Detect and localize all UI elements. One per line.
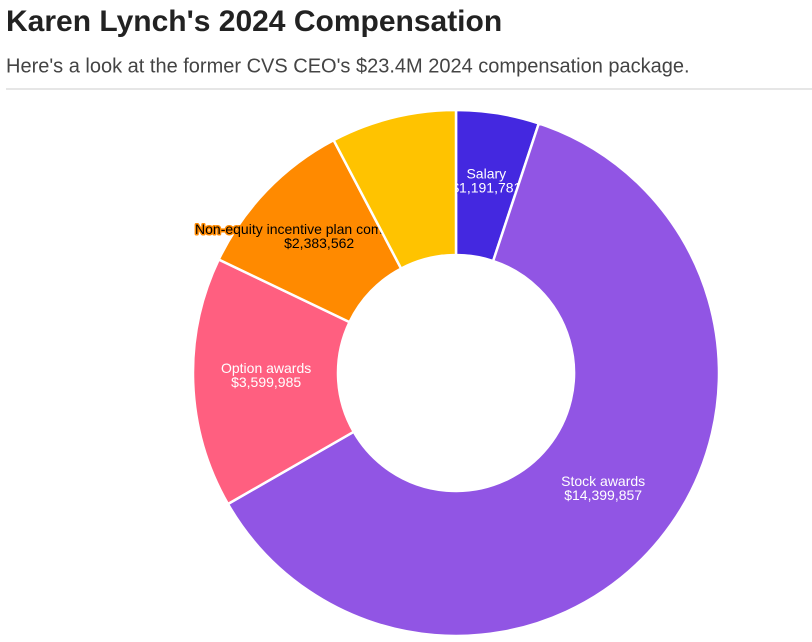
value-label: $14,399,857 xyxy=(564,487,642,503)
slice xyxy=(226,121,721,638)
value-label: $3,599,985 xyxy=(231,374,301,390)
slice-label: Stock awards xyxy=(561,473,645,489)
slice-label: Salary xyxy=(466,165,506,181)
value-label: $2,383,562 xyxy=(284,235,354,251)
chart-title: Karen Lynch's 2024 Compensation xyxy=(6,5,502,38)
slice-label: Option awards xyxy=(221,360,311,376)
chart-subtitle: Here's a look at the former CVS CEO's $2… xyxy=(6,55,690,77)
slice xyxy=(331,108,458,271)
slice xyxy=(191,257,356,506)
value-label: $1,191,781 xyxy=(451,179,521,195)
